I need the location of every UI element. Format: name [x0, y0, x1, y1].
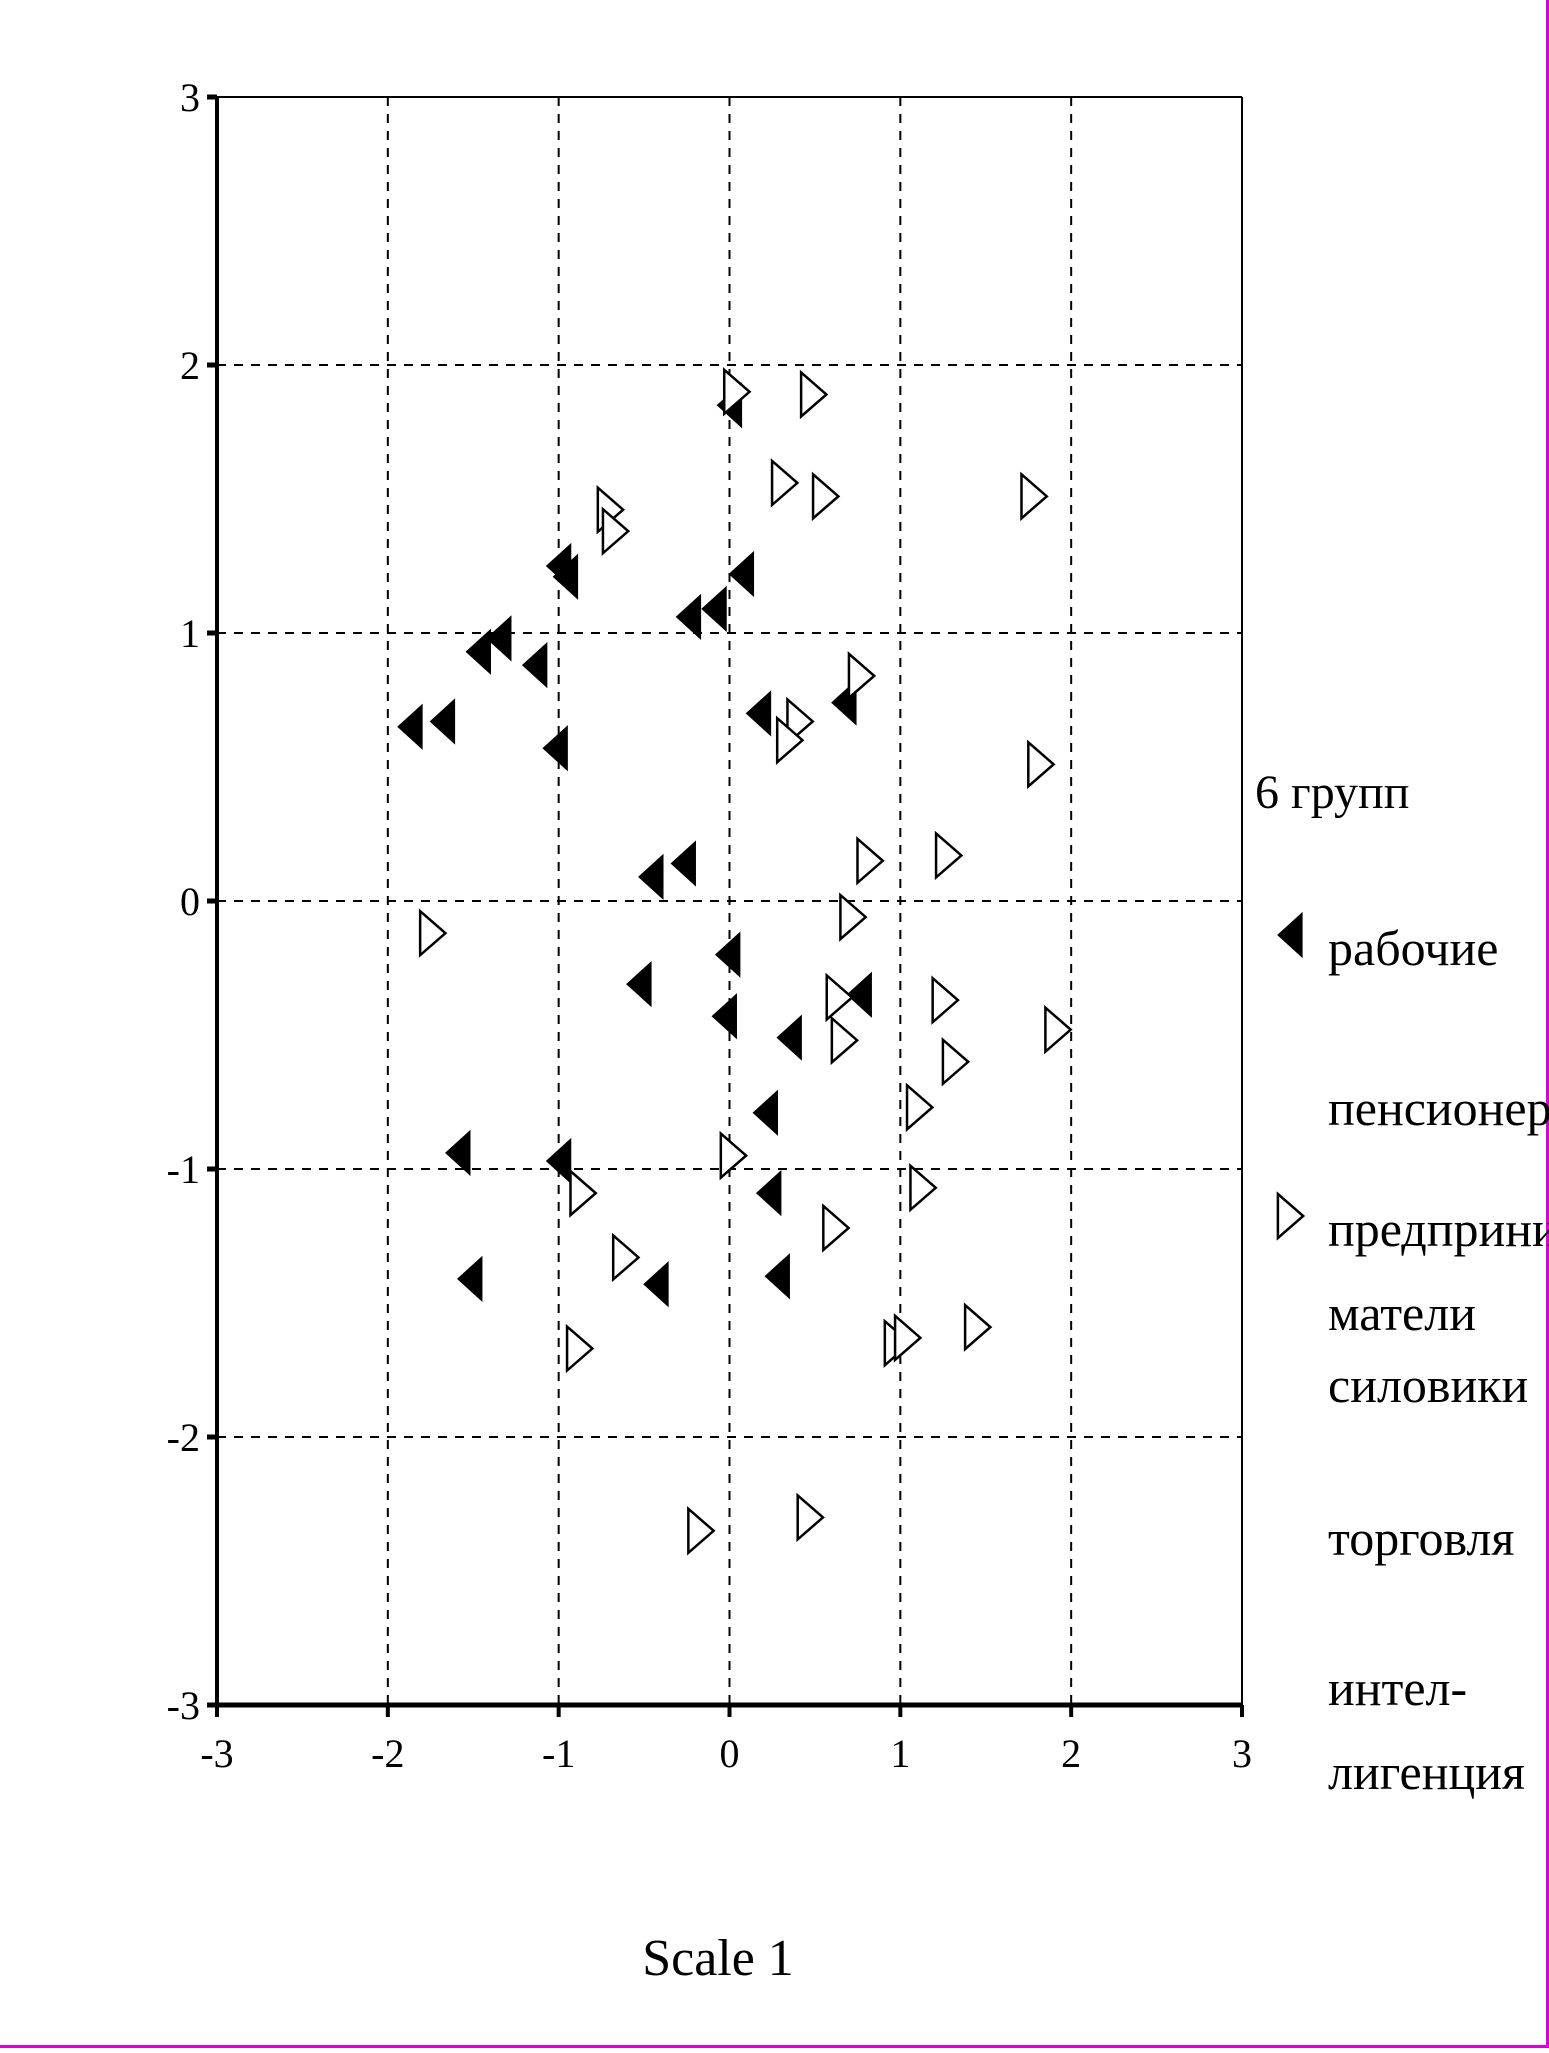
data-point-open-triangle	[687, 1506, 716, 1556]
data-point-open-triangle	[893, 1313, 923, 1363]
data-point-filled-triangle	[752, 1089, 778, 1136]
data-point-open-triangle	[1044, 1004, 1073, 1055]
data-point-open-triangle	[770, 458, 800, 508]
data-point-open-triangle	[799, 369, 829, 420]
data-point-open-triangle	[963, 1302, 993, 1352]
y-tick-label: -3	[167, 1683, 200, 1728]
data-point-open-triangle	[611, 1232, 641, 1283]
legend-entry-label: пенсионеры	[1328, 1080, 1549, 1136]
data-point-open-triangle	[722, 367, 752, 417]
legend-entry-label: силовики	[1328, 1357, 1528, 1413]
data-point-filled-triangle	[846, 971, 872, 1018]
data-point-filled-triangle	[776, 1014, 802, 1061]
data-point-open-triangle	[719, 1130, 749, 1181]
legend-marker	[1276, 1191, 1306, 1241]
grid	[217, 97, 1242, 1705]
data-point-filled-triangle	[714, 931, 741, 978]
data-point-open-triangle	[811, 471, 841, 522]
data-point-open-triangle	[847, 651, 877, 701]
data-point-filled-triangle	[701, 585, 727, 633]
legend-entry-label: интел-	[1328, 1660, 1467, 1716]
legend-entry-label: лигенция	[1328, 1744, 1525, 1800]
legend-marker	[1277, 911, 1303, 959]
x-tick-label: -1	[542, 1731, 575, 1776]
data-point-open-triangle	[601, 506, 631, 556]
y-tick-label: 1	[180, 611, 200, 656]
x-tick-label: 2	[1061, 1731, 1081, 1776]
data-point-filled-triangle	[456, 1255, 483, 1303]
data-point-filled-triangle	[643, 1261, 669, 1308]
data-point-filled-triangle	[521, 642, 548, 689]
data-point-filled-triangle	[397, 703, 423, 750]
data-point-open-triangle	[931, 975, 960, 1025]
data-point-filled-triangle	[728, 550, 755, 598]
data-point-filled-triangle	[764, 1253, 790, 1300]
y-tick-label: 3	[180, 75, 200, 120]
x-tick-label: 3	[1232, 1731, 1252, 1776]
data-point-filled-triangle	[626, 960, 652, 1008]
legend: 6 групп рабочие пенсионеры предприни-матели…	[1255, 766, 1549, 1800]
data-point-filled-triangle	[675, 593, 702, 641]
data-point-open-triangle	[569, 1168, 598, 1218]
data-point-filled-triangle	[445, 1129, 471, 1177]
data-point-open-triangle	[856, 836, 885, 886]
y-tick-label: 2	[180, 343, 200, 388]
data-points	[397, 367, 1073, 1556]
data-point-open-triangle	[1020, 471, 1049, 522]
data-point-open-triangle	[830, 1015, 860, 1066]
legend-entry-label: предприни-	[1328, 1201, 1549, 1257]
data-point-filled-triangle	[552, 553, 579, 600]
y-tick-label: -1	[167, 1147, 200, 1192]
legend-entry-label: рабочие	[1328, 920, 1498, 976]
data-point-open-triangle	[822, 1203, 851, 1253]
data-point-open-triangle	[796, 1492, 825, 1543]
x-tick-label: -2	[371, 1731, 404, 1776]
data-point-filled-triangle	[638, 853, 664, 901]
x-tick-labels: -3 -2 -1 0 1 2 3	[200, 1705, 1252, 1776]
data-point-filled-triangle	[745, 690, 772, 737]
data-point-filled-triangle	[711, 993, 737, 1040]
y-tick-label: 0	[180, 879, 200, 924]
data-point-open-triangle	[839, 892, 868, 942]
legend-entry-label: матели	[1328, 1285, 1476, 1341]
data-point-filled-triangle	[465, 628, 491, 675]
data-point-open-triangle	[825, 972, 854, 1023]
data-point-filled-triangle	[429, 698, 456, 745]
x-axis-title: Scale 1	[642, 1930, 794, 1987]
data-point-open-triangle	[934, 830, 964, 881]
legend-title: 6 групп	[1255, 766, 1409, 819]
data-point-open-triangle	[565, 1323, 595, 1374]
x-tick-label: 0	[720, 1731, 740, 1776]
data-point-open-triangle	[905, 1082, 935, 1133]
legend-entry-label: торговля	[1328, 1510, 1514, 1566]
x-tick-label: -3	[200, 1731, 233, 1776]
data-point-open-triangle	[775, 715, 805, 765]
y-tick-label: -2	[167, 1415, 200, 1460]
data-point-filled-triangle	[545, 1137, 572, 1185]
data-point-open-triangle	[909, 1163, 938, 1213]
data-point-filled-triangle	[486, 615, 512, 662]
x-tick-label: 1	[890, 1731, 910, 1776]
data-point-open-triangle	[418, 908, 448, 958]
data-point-filled-triangle	[755, 1169, 782, 1217]
data-point-filled-triangle	[670, 840, 696, 887]
data-point-open-triangle	[941, 1037, 971, 1087]
data-point-open-triangle	[1027, 739, 1056, 790]
data-point-filled-triangle	[542, 725, 568, 772]
y-tick-labels: 3 2 1 0 -1 -2 -3	[167, 75, 217, 1728]
